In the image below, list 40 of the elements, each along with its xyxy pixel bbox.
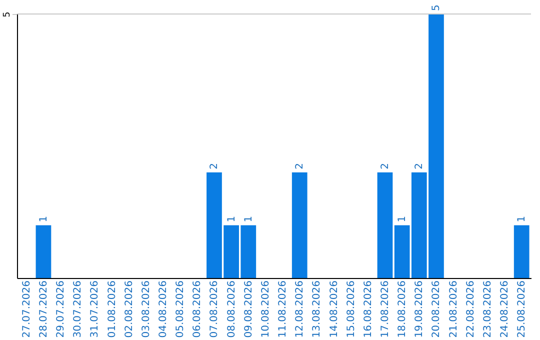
x-tick-label: 06.08.2026	[192, 280, 204, 338]
x-tick-label: 29.07.2026	[56, 280, 67, 338]
x-tick-label: 08.08.2026	[226, 280, 238, 338]
data-label: 1	[516, 216, 528, 222]
x-tick-label: 10.08.2026	[260, 280, 272, 338]
x-tick-label: 23.08.2026	[482, 280, 494, 338]
x-tick-label: 15.08.2026	[346, 280, 357, 338]
data-label: 2	[380, 163, 391, 170]
data-label: 1	[243, 216, 254, 222]
x-tick-label: 21.08.2026	[448, 280, 460, 338]
x-tick-label: 01.08.2026	[106, 280, 118, 338]
data-label: 2	[414, 163, 426, 170]
x-tick-label: 27.07.2026	[21, 280, 32, 338]
data-label: 1	[397, 216, 408, 222]
x-tick-label: 12.08.2026	[294, 280, 306, 338]
x-tick-label: 30.07.2026	[72, 280, 84, 338]
x-tick-label: 24.08.2026	[500, 280, 511, 338]
x-tick-label: 09.08.2026	[243, 280, 254, 338]
x-tick-label: 31.07.2026	[90, 280, 101, 338]
data-label: 1	[226, 216, 238, 222]
x-tick-label: 05.08.2026	[175, 280, 186, 338]
x-tick-label: 13.08.2026	[312, 280, 323, 338]
data-label: 2	[294, 163, 306, 170]
x-tick-label: 11.08.2026	[278, 280, 289, 338]
x-tick-label: 02.08.2026	[124, 280, 135, 338]
x-tick-label: 14.08.2026	[328, 280, 340, 338]
data-label: 2	[209, 163, 220, 170]
x-tick-label: 28.07.2026	[38, 280, 50, 338]
x-tick-label: 03.08.2026	[140, 280, 152, 338]
x-tick-label: 25.08.2026	[516, 280, 528, 338]
x-tick-label: 07.08.2026	[209, 280, 220, 338]
data-label: 5	[431, 4, 442, 11]
x-tick-label: 18.08.2026	[397, 280, 408, 338]
x-tick-label: 04.08.2026	[158, 280, 170, 338]
x-tick-label: 17.08.2026	[380, 280, 391, 338]
x-tick-label: 22.08.2026	[465, 280, 476, 338]
x-tick-label: 19.08.2026	[414, 280, 426, 338]
x-tick-label: 16.08.2026	[362, 280, 374, 338]
data-label: 1	[38, 216, 50, 222]
x-tick-label: 20.08.2026	[431, 280, 442, 338]
